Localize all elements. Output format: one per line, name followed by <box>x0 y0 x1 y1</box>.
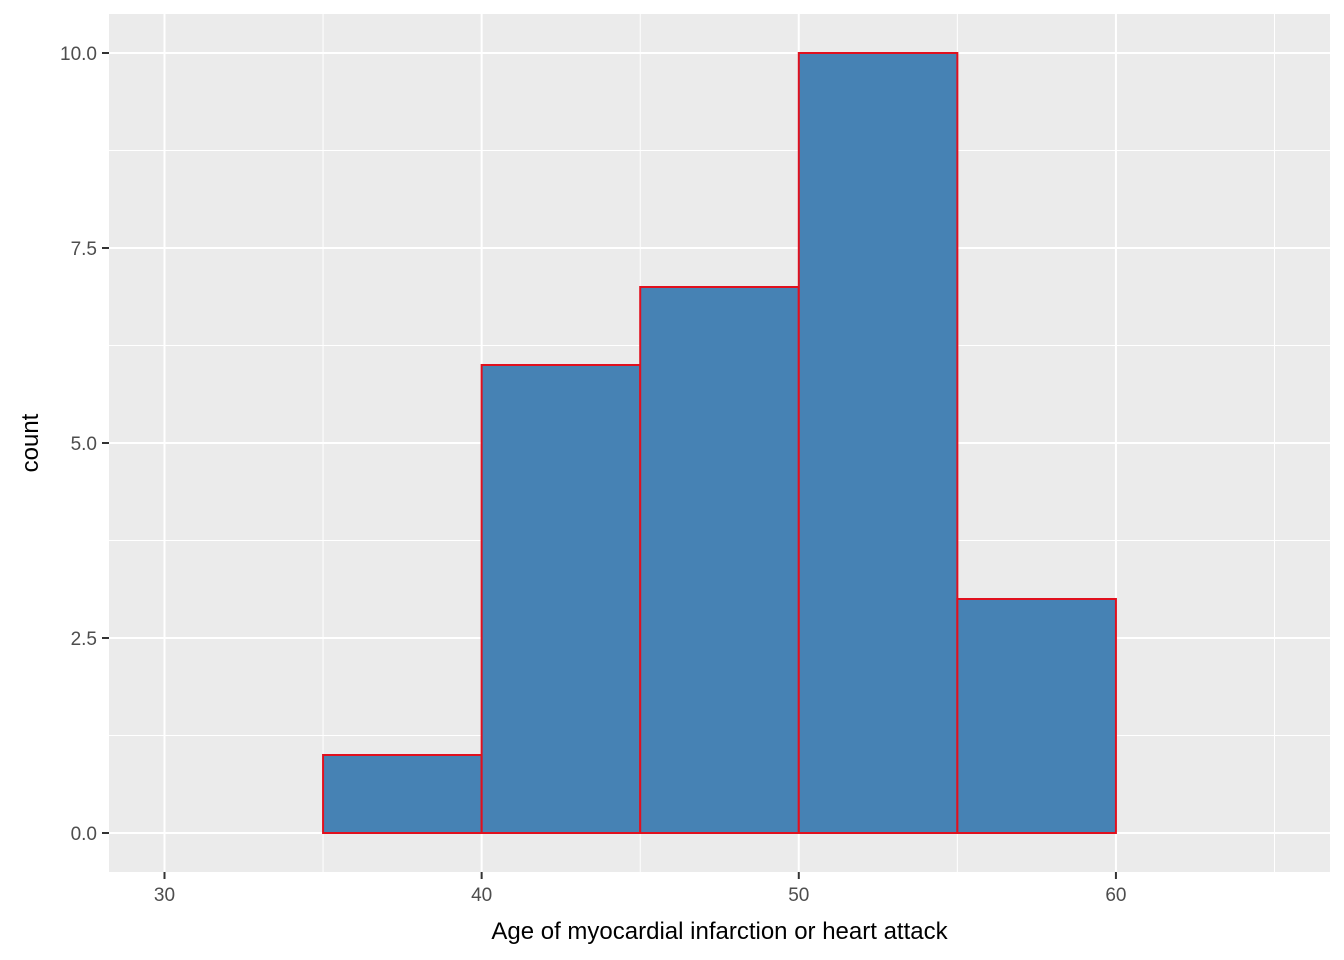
x-tick-label: 40 <box>471 885 492 906</box>
y-tick-label: 2.5 <box>71 629 97 650</box>
x-axis-title: Age of myocardial infarction or heart at… <box>491 918 948 945</box>
y-tick-label: 10.0 <box>60 44 97 65</box>
y-axis: 0.0 2.5 5.0 7.5 10.0 <box>60 44 109 845</box>
histogram-bar <box>480 364 642 834</box>
y-tick-label: 5.0 <box>71 434 97 455</box>
x-axis: 30 40 50 60 <box>154 872 1126 906</box>
x-tick-label: 60 <box>1105 885 1126 906</box>
y-tick-label: 0.0 <box>71 824 97 845</box>
histogram-bars <box>322 52 1117 834</box>
histogram-bar <box>322 754 483 834</box>
y-axis-title: count <box>17 413 44 472</box>
x-tick-label: 50 <box>788 885 809 906</box>
x-tick-label: 30 <box>154 885 175 906</box>
histogram-bar <box>639 286 800 834</box>
y-tick-label: 7.5 <box>71 239 97 260</box>
histogram-bar <box>956 598 1117 834</box>
histogram-bar <box>797 52 959 834</box>
